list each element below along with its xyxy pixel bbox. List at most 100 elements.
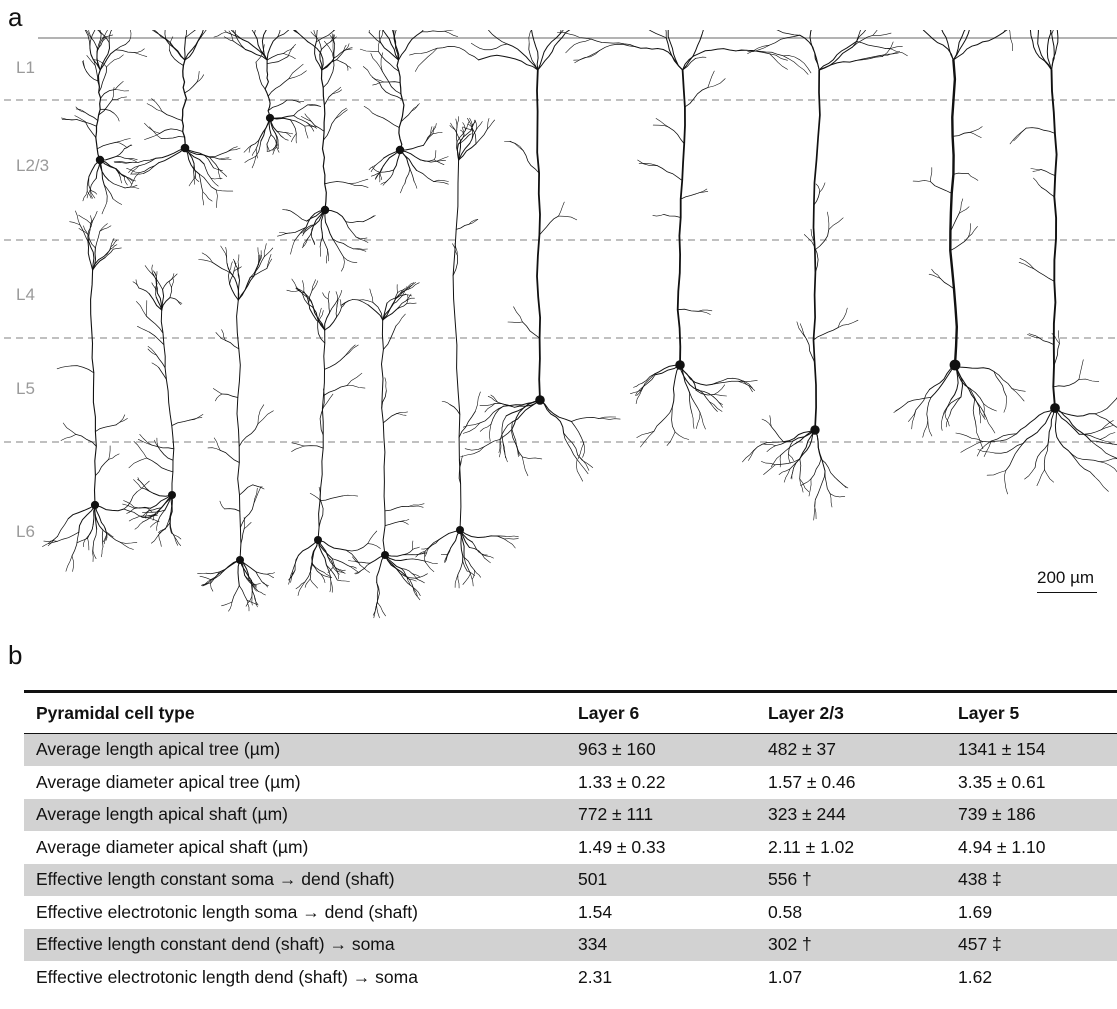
value-layer-23: 0.58 xyxy=(756,896,946,929)
row-label: Average diameter apical shaft (µm) xyxy=(24,831,566,864)
dendrite-branch xyxy=(432,123,437,134)
dendrite-branch xyxy=(205,571,221,575)
dendrite-branch xyxy=(248,579,259,592)
dendrite-branch xyxy=(682,48,737,71)
table-row: Effective length constant dend (shaft) →… xyxy=(24,928,1117,962)
dendrite-branch xyxy=(641,24,667,39)
dendrite-branch xyxy=(400,519,410,522)
dendrite-branch xyxy=(432,132,443,134)
dendrite-branch xyxy=(401,568,413,574)
apical-shaft xyxy=(317,329,326,541)
dendrite-branch xyxy=(124,186,140,189)
dendrite-branch xyxy=(151,444,175,450)
dendrite-branch xyxy=(92,546,97,559)
dendrite-branch xyxy=(207,447,221,451)
dendrite-branch xyxy=(267,78,290,97)
dendrite-branch xyxy=(1034,443,1049,468)
dendrite-branch xyxy=(415,550,426,558)
dendrite-branch xyxy=(1041,187,1055,198)
dendrite-branch xyxy=(86,71,100,82)
dendrite-branch xyxy=(455,223,470,230)
dendrite-branch xyxy=(774,458,801,466)
dendrite-branch xyxy=(326,564,338,581)
dendrite-branch xyxy=(99,49,117,71)
dendrite-branch xyxy=(539,399,565,434)
dendrite-branch xyxy=(307,225,314,240)
dendrite-branch xyxy=(573,50,600,61)
dendrite-branch xyxy=(139,434,153,446)
layer-label-l4: L4 xyxy=(16,285,35,304)
dendrite-branch xyxy=(378,29,384,52)
dendrite-branch xyxy=(968,223,971,238)
dendrite-branch xyxy=(482,554,494,559)
dendrite-branch xyxy=(937,15,954,61)
dendrite-branch xyxy=(400,110,412,123)
dendrite-branch xyxy=(309,308,326,331)
dendrite-branch xyxy=(327,249,329,262)
dendrite-branch xyxy=(174,536,179,546)
dendrite-branch xyxy=(165,38,186,61)
dendrite-branch xyxy=(459,529,464,557)
dendrite-branch xyxy=(103,534,107,545)
dendrite-branch xyxy=(311,279,316,291)
dendrite-branch xyxy=(824,470,831,495)
dendrite-branch xyxy=(799,429,816,460)
header-layer-23: Layer 2/3 xyxy=(756,690,946,734)
dendrite-branch xyxy=(449,404,461,415)
dendrite-branch xyxy=(413,590,421,601)
dendrite-branch xyxy=(436,160,446,162)
table-header-row: Pyramidal cell type Layer 6 Layer 2/3 La… xyxy=(24,690,1117,734)
dendrite-branch xyxy=(331,558,348,566)
dendrite-branch xyxy=(60,434,77,441)
dendrite-branch xyxy=(319,232,323,248)
dendrite-branch xyxy=(219,500,225,510)
dendrite-branch xyxy=(277,232,290,237)
dendrite-branch xyxy=(239,19,255,35)
dendrite-branch xyxy=(43,540,58,542)
dendrite-branch xyxy=(86,176,90,192)
dendrite-branch xyxy=(252,583,261,586)
dendrite-branch xyxy=(499,440,502,458)
dendrite-branch xyxy=(198,173,217,191)
dendrite-branch xyxy=(655,118,670,128)
dendrite-branch xyxy=(1053,343,1060,367)
dendrite-branch xyxy=(506,43,539,71)
dendrite-branch xyxy=(146,103,163,112)
dendrite-branch xyxy=(336,568,346,571)
dendrite-branch xyxy=(149,126,162,139)
dendrite-branch xyxy=(398,31,423,61)
dendrite-branch xyxy=(266,573,274,578)
dendrite-branch xyxy=(372,302,384,321)
dendrite-branch xyxy=(1039,14,1053,35)
dendrite-branch xyxy=(333,43,336,59)
dendrite-branch xyxy=(468,219,478,225)
dendrite-branch xyxy=(276,130,287,133)
dendrite-branch xyxy=(424,550,426,563)
dendrite-branch xyxy=(949,236,969,251)
dendrite-branch xyxy=(90,189,96,199)
dendrite-branch xyxy=(502,441,508,463)
dendrite-branch xyxy=(912,180,931,182)
dendrite-branch xyxy=(65,555,73,572)
dendrite-branch xyxy=(1090,440,1117,459)
table-row: Average length apical tree (µm) 963 ± 16… xyxy=(24,733,1117,767)
dendrite-branch xyxy=(241,39,268,61)
dendrite-branch xyxy=(169,286,173,298)
dendrite-branch xyxy=(142,511,153,513)
dendrite-branch xyxy=(469,117,473,130)
value-layer-6: 1.33 ± 0.22 xyxy=(566,766,756,799)
dendrite-branch xyxy=(123,500,135,508)
dendrite-branch xyxy=(337,571,346,574)
dendrite-branch xyxy=(407,578,411,586)
dendrite-branch xyxy=(501,415,507,442)
dendrite-branch xyxy=(479,403,496,407)
dendrite-branch xyxy=(62,422,77,435)
dendrite-branch xyxy=(302,280,305,292)
dendrite-branch xyxy=(114,162,133,164)
dendrite-branch xyxy=(940,417,943,431)
dendrite-branch xyxy=(342,494,358,497)
dendrite-branch xyxy=(638,162,658,166)
dendrite-branch xyxy=(233,258,238,269)
dendrite-branch xyxy=(120,542,134,550)
dendrite-branch xyxy=(286,289,300,292)
